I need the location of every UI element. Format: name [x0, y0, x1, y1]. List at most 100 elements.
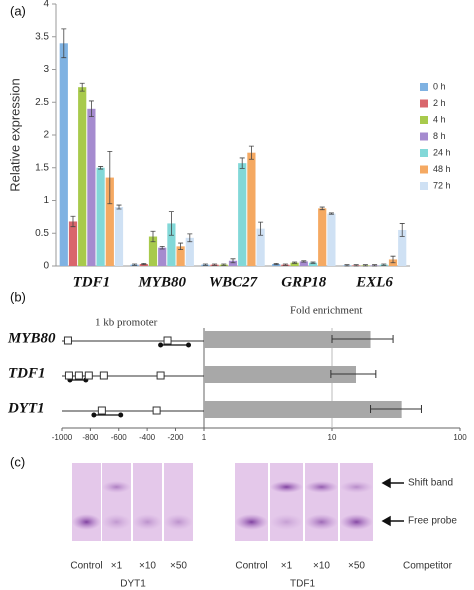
- free-probe-label: Free probe: [408, 516, 457, 527]
- bar: [96, 167, 105, 266]
- bar: [398, 229, 407, 266]
- gel-band: [102, 514, 131, 530]
- x-tick-label: -600: [111, 433, 128, 442]
- x-tick-label: 1: [202, 433, 207, 442]
- lane-label: Control: [235, 561, 267, 572]
- bar: [167, 223, 176, 266]
- gel-band: [340, 481, 373, 493]
- y-tick-label: 2: [43, 130, 49, 141]
- error-bar: [319, 206, 325, 211]
- legend-label: 2 h: [433, 98, 446, 108]
- error-bar: [159, 245, 165, 250]
- gel-band: [270, 481, 303, 493]
- motif: [63, 336, 72, 345]
- error-bar: [70, 215, 76, 228]
- error-bar: [187, 233, 193, 243]
- arrows: [381, 477, 404, 527]
- error-bar: [370, 405, 422, 413]
- bar: [228, 260, 238, 266]
- motif: [64, 371, 73, 380]
- probe-end: [91, 412, 97, 418]
- bar: [256, 228, 265, 266]
- error-bar: [344, 264, 350, 267]
- x-tick-label: WBC27: [209, 274, 258, 290]
- error-bar: [141, 262, 147, 266]
- bar: [204, 401, 402, 418]
- error-bar: [88, 100, 94, 118]
- legend-swatch: [420, 165, 428, 174]
- gel-band: [270, 514, 303, 530]
- error-bar: [107, 150, 113, 205]
- bar: [299, 261, 308, 266]
- error-bar: [178, 242, 184, 251]
- x-tick-label: MYB80: [137, 274, 186, 290]
- legend-swatch: [420, 83, 428, 91]
- legend-swatch: [420, 149, 428, 157]
- legend-label: 0 h: [433, 81, 446, 91]
- motif: [99, 371, 108, 380]
- bar: [238, 163, 247, 266]
- y-axis-label: Relative expression: [7, 78, 22, 191]
- bar: [290, 262, 299, 266]
- x-tick-label: 10: [328, 433, 337, 442]
- error-bar: [61, 28, 67, 59]
- shift-band-label: Shift band: [408, 478, 453, 489]
- gel-band: [133, 514, 162, 530]
- gel-band: [305, 481, 338, 493]
- bar: [158, 247, 167, 266]
- motif: [74, 371, 83, 380]
- error-bar: [273, 262, 279, 266]
- competitor-label: Competitor: [403, 561, 453, 572]
- error-bar: [202, 263, 208, 266]
- error-bar: [372, 264, 378, 267]
- error-bar: [230, 258, 236, 264]
- y-tick-label: 0.5: [35, 228, 49, 239]
- bar: [318, 208, 327, 266]
- y-tick-label: 1: [43, 195, 49, 206]
- x-axis-label: Fold enrichment: [290, 305, 362, 317]
- lane-label: ×50: [348, 561, 365, 572]
- bar: [185, 237, 194, 266]
- error-bar: [292, 261, 298, 264]
- gel-band: [102, 481, 131, 493]
- error-bar: [310, 261, 316, 264]
- lane-label: ×50: [170, 561, 187, 572]
- y-tick-label: 4: [43, 0, 49, 10]
- panel-label: (c): [10, 454, 25, 469]
- lane-label: ×10: [313, 561, 330, 572]
- legend-swatch: [420, 99, 428, 108]
- error-bar: [150, 230, 156, 243]
- error-bar: [301, 260, 307, 263]
- legend-label: 72 h: [433, 180, 451, 190]
- bar: [204, 366, 357, 383]
- motif: [163, 336, 172, 345]
- promoter-label: 1 kb promoter: [95, 317, 158, 329]
- x-tick-label: -800: [82, 433, 99, 442]
- bar: [105, 177, 114, 266]
- error-bar: [328, 212, 334, 215]
- error-bar: [362, 264, 368, 267]
- error-bar: [79, 82, 85, 92]
- error-bar: [221, 263, 227, 266]
- bar: [78, 87, 87, 266]
- error-bar: [212, 263, 218, 266]
- y-tick-label: 1.5: [35, 162, 49, 173]
- gel-band: [72, 514, 101, 530]
- error-bar: [390, 255, 396, 264]
- legend-swatch: [420, 116, 428, 124]
- x-tick-label: EXL6: [355, 274, 393, 290]
- x-tick-label: -200: [167, 433, 184, 442]
- group-label: DYT1: [120, 579, 146, 590]
- error-bar: [168, 211, 174, 236]
- probe-end: [118, 412, 124, 418]
- probe-end: [158, 342, 164, 348]
- error-bar: [258, 221, 264, 236]
- lane-label: Control: [70, 561, 102, 572]
- gel-band: [235, 514, 268, 530]
- error-bar: [239, 157, 245, 169]
- bar: [308, 262, 318, 266]
- x-tick-label: -400: [139, 433, 156, 442]
- error-bar: [116, 204, 122, 210]
- probe-end: [186, 342, 192, 348]
